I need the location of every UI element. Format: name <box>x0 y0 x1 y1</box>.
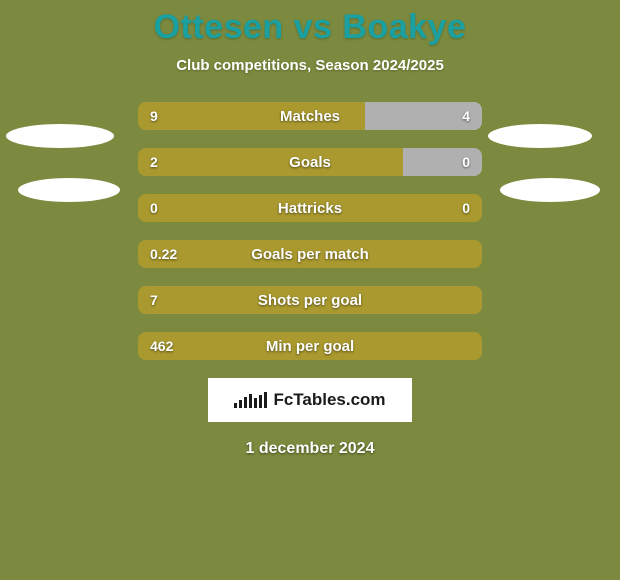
stat-bar-left <box>138 240 482 268</box>
logo-box: FcTables.com <box>208 378 412 422</box>
stat-value-left: 462 <box>150 332 173 360</box>
page-title: Ottesen vs Boakye <box>0 0 620 47</box>
stat-value-right: 4 <box>462 102 470 130</box>
logo-bars-icon <box>234 392 267 408</box>
stat-bar-left <box>138 332 482 360</box>
decorative-oval <box>18 178 120 202</box>
stat-row: 0.22Goals per match <box>138 240 482 268</box>
comparison-infographic: Ottesen vs Boakye Club competitions, Sea… <box>0 0 620 580</box>
stat-value-left: 0.22 <box>150 240 177 268</box>
stat-value-left: 9 <box>150 102 158 130</box>
stat-bar-right <box>403 148 482 176</box>
stat-row: 462Min per goal <box>138 332 482 360</box>
stat-bar-left <box>138 194 482 222</box>
logo-text: FcTables.com <box>273 390 385 410</box>
stat-value-left: 7 <box>150 286 158 314</box>
stat-row: 20Goals <box>138 148 482 176</box>
decorative-oval <box>6 124 114 148</box>
stat-bar-left <box>138 148 403 176</box>
stat-row: 00Hattricks <box>138 194 482 222</box>
stat-bar-left <box>138 286 482 314</box>
stat-row: 94Matches <box>138 102 482 130</box>
stat-value-right: 0 <box>462 148 470 176</box>
stat-value-right: 0 <box>462 194 470 222</box>
subtitle: Club competitions, Season 2024/2025 <box>0 57 620 74</box>
decorative-oval <box>500 178 600 202</box>
decorative-oval <box>488 124 592 148</box>
stat-value-left: 0 <box>150 194 158 222</box>
stat-row: 7Shots per goal <box>138 286 482 314</box>
date-text: 1 december 2024 <box>0 440 620 458</box>
stat-bar-left <box>138 102 365 130</box>
stat-value-left: 2 <box>150 148 158 176</box>
